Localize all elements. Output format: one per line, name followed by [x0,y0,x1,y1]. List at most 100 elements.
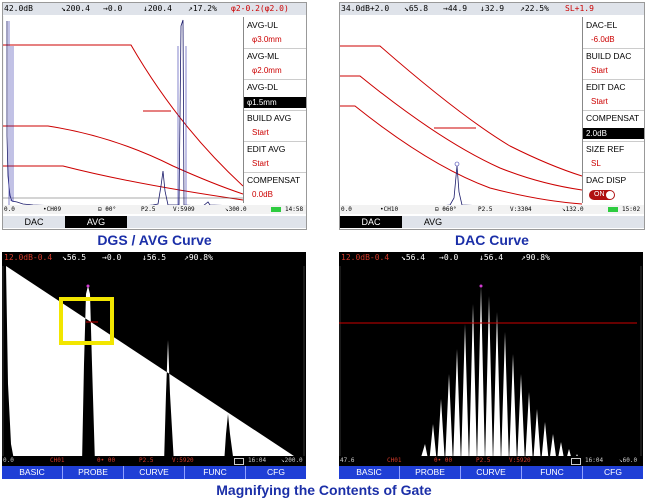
avg-ml-value: φ2.0mm [252,66,282,75]
tab-probe[interactable]: PROBE [63,466,124,479]
dgs-side-menu: AVG-UL φ3.0mm AVG-ML φ2.0mm AVG-DL φ1.5m… [243,17,306,203]
clock: 16:04 [248,457,267,464]
tab-cfg[interactable]: CFG [267,467,285,477]
range-start: 0.0 [341,206,352,213]
range-start: 47.6 [340,457,355,464]
tab-func[interactable]: FUNC [185,466,246,479]
tab-avg[interactable]: AVG [423,217,443,227]
menu-item-dac-el[interactable]: DAC-EL -6.0dB [583,17,644,49]
dgs-echo-trace [6,19,243,207]
size-ref-readout: SL+1.9 [565,4,594,13]
menu-item-edit-dac[interactable]: EDIT DAC Start [583,79,644,111]
dac-curve-upper [340,45,582,177]
avg-dl-label: AVG-DL [247,82,279,92]
build-dac-value: Start [591,66,608,75]
surface-distance-readout: →0.0 [103,4,123,13]
gate2-echo-trace [419,286,581,464]
probe-angle: ⊟ θ0° [98,206,117,213]
menu-item-compensat[interactable]: COMPENSAT 0.0dB [244,172,306,203]
dgs-avg-screen: 42.0dB ↘200.4 →0.0 ↓200.4 ↗17.2% φ2-0.2(… [2,2,307,230]
velocity: V:5920 [509,457,531,464]
tab-basic[interactable]: BASIC [2,466,63,479]
surface-distance-readout: →0.0 [102,253,122,262]
menu-item-build-dac[interactable]: BUILD DAC Start [583,48,644,80]
surface-distance-readout: →44.9 [443,4,468,13]
dac-mode-tabs: DAC AVG [340,216,644,228]
build-dac-label: BUILD DAC [586,51,632,61]
gate-zoom-screen-left: 12.0dB-0.4 ↘56.5 →0.0 ↓56.5 ↗90.8% 0.0 C… [2,252,306,479]
sound-path-readout: ↘56.5 [62,253,87,262]
dgs-mode-tabs: DAC AVG [3,216,306,228]
dac-el-label: DAC-EL [586,20,618,30]
gate1-status-bar: 0.0 CH01 θ• θ0 P2.5 V:5920 16:04 ↘200.0 [2,456,306,465]
menu-item-size-ref[interactable]: SIZE REF SL [583,141,644,173]
build-avg-label: BUILD AVG [247,113,292,123]
build-avg-value: Start [252,128,269,137]
depth-readout: ↓56.5 [142,253,167,262]
menu-item-avg-ml[interactable]: AVG-ML φ2.0mm [244,48,306,80]
velocity: V:3304 [510,206,532,213]
gate1-echo-trace [6,266,306,464]
tab-curve[interactable]: CURVE [124,466,185,479]
gain-readout: 12.0dB-0.4 [341,253,390,262]
gate2-function-tabs: BASIC PROBE CURVE FUNC CFG [339,466,643,479]
tab-cfg[interactable]: CFG [604,467,622,477]
tab-dac[interactable]: DAC [24,217,44,227]
dac-disp-toggle[interactable]: ON [589,190,615,200]
velocity: V:5909 [173,206,195,213]
compensat-value[interactable]: 2.0dB [583,128,644,139]
caption-dac: DAC Curve [455,232,529,248]
gain-readout: 42.0dB [4,4,33,13]
tab-avg[interactable]: AVG [65,216,127,228]
size-ref-label: SIZE REF [586,144,625,154]
tab-dac[interactable]: DAC [340,216,402,228]
menu-item-dac-disp[interactable]: DAC DISP ON [583,172,644,203]
battery-icon [271,207,281,212]
channel: CH01 [50,457,65,464]
gate2-waveform-display [339,266,642,464]
tab-func[interactable]: FUNC [522,466,583,479]
probe-angle: θ• θ0 [434,457,453,464]
dac-waveform-display [340,45,582,207]
menu-item-avg-dl[interactable]: AVG-DL φ1.5mm [244,79,306,111]
range-end: ↘300.0 [225,206,247,213]
avg-dl-value[interactable]: φ1.5mm [244,97,306,108]
gate-magnify-box[interactable] [59,297,114,345]
gain-readout: 12.0dB-0.4 [4,253,53,262]
menu-item-edit-avg[interactable]: EDIT AVG Start [244,141,306,173]
toggle-knob-icon [606,191,614,199]
clock: 16:04 [585,457,604,464]
avg-curve-middle [3,125,243,195]
probe-frequency: P2.5 [476,457,491,464]
amplitude-readout: ↗22.5% [520,4,549,13]
compensat-label: COMPENSAT [247,175,301,185]
size-ref-value: SL [591,159,601,168]
menu-item-compensat[interactable]: COMPENSAT 2.0dB [583,110,644,142]
dgs-waveform-display [3,16,243,208]
range-start: 0.0 [3,457,14,464]
surface-distance-readout: →0.0 [439,253,459,262]
battery-icon [234,458,244,465]
amplitude-readout: ↗90.8% [521,253,550,262]
dac-status-bar: 0.0 •CH10 ⊟ θ60° P2.5 V:3304 ↘132.0 15:0… [340,205,644,214]
battery-icon [571,458,581,465]
avg-curve-upper [3,44,243,187]
probe-frequency: P2.5 [478,206,493,213]
channel: CH01 [387,457,402,464]
depth-readout: ↓32.9 [480,4,505,13]
dac-curve-lower [340,105,582,205]
tab-basic[interactable]: BASIC [339,466,400,479]
avg-curve-lower [3,165,243,201]
tab-probe[interactable]: PROBE [400,466,461,479]
clock: 14:58 [285,206,304,213]
compensat-value: 0.0dB [252,190,273,199]
range-end: ↘132.0 [562,206,584,213]
avg-ml-label: AVG-ML [247,51,279,61]
channel: •CH10 [380,206,399,213]
avg-ul-value: φ3.0mm [252,35,282,44]
menu-item-build-avg[interactable]: BUILD AVG Start [244,110,306,142]
sound-path-readout: ↘65.8 [404,4,429,13]
tab-curve[interactable]: CURVE [461,466,522,479]
gate2-readout-bar: 12.0dB-0.4 ↘56.4 →0.0 ↓56.4 ↗90.8% [339,252,643,264]
menu-item-avg-ul[interactable]: AVG-UL φ3.0mm [244,17,306,49]
